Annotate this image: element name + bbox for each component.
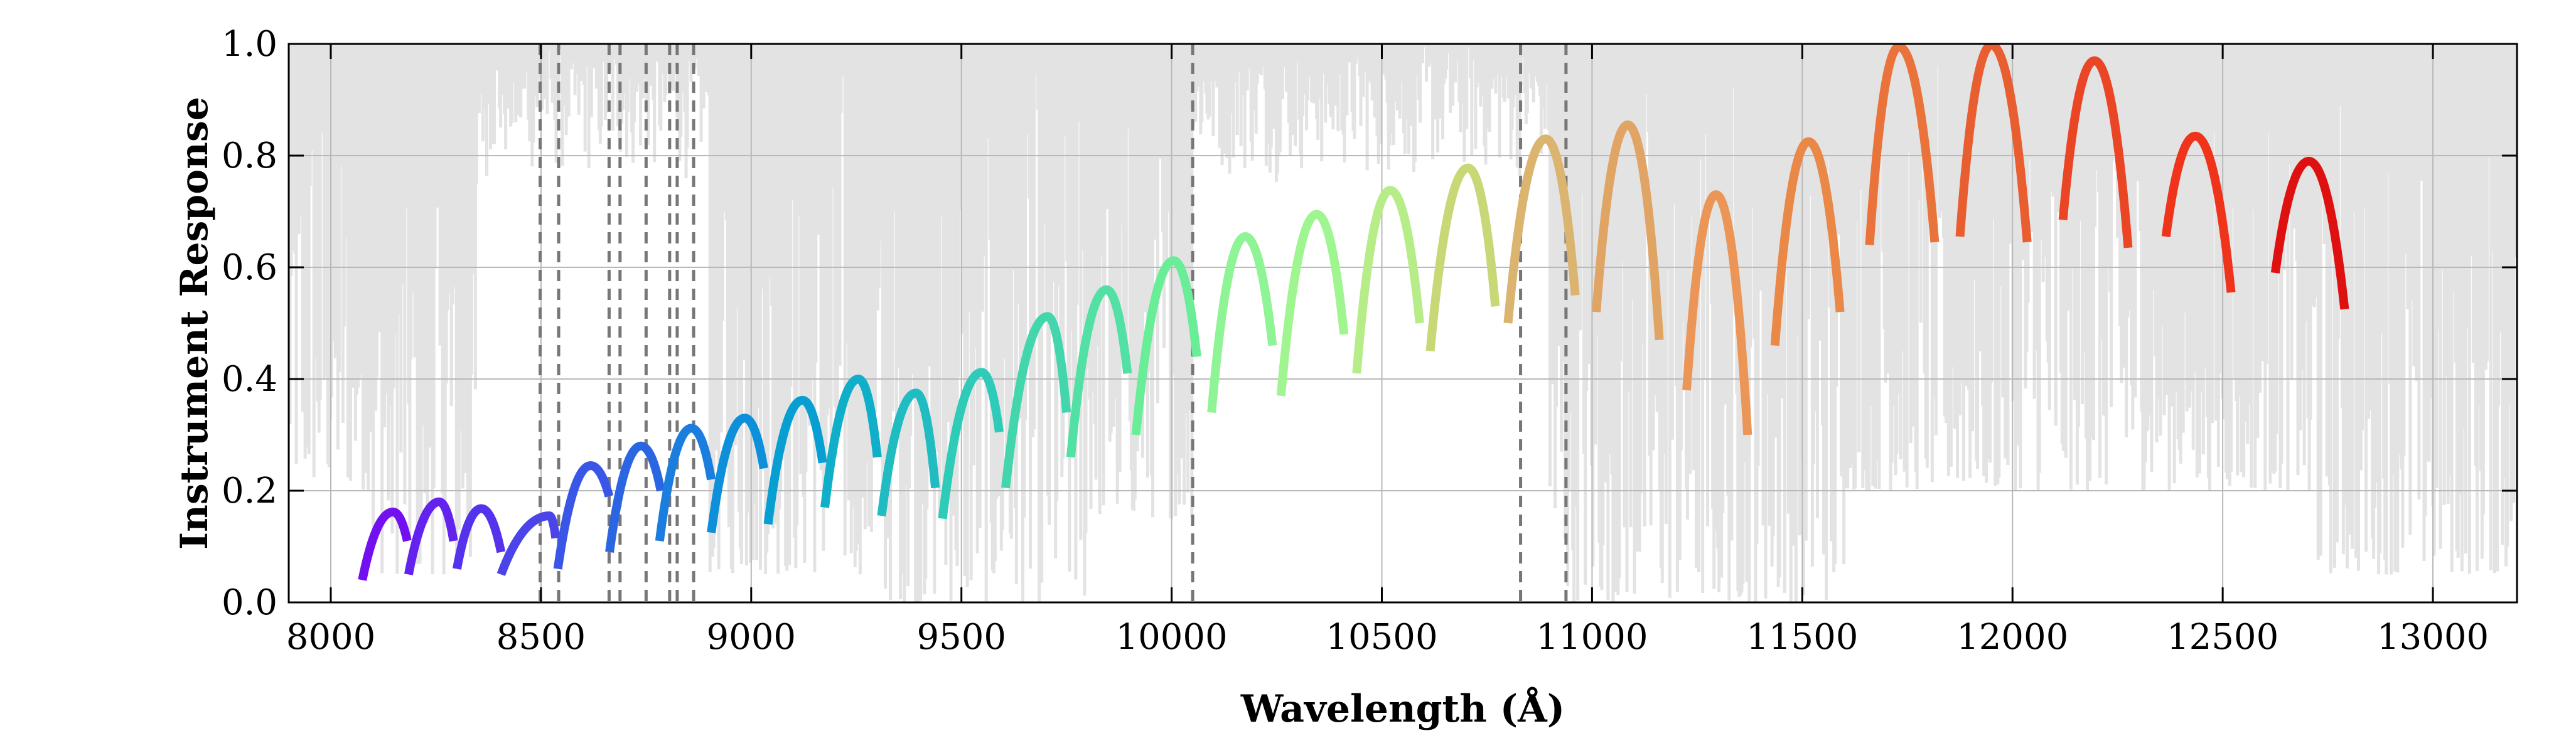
order-curve-10 bbox=[820, 374, 882, 508]
y-tick-label: 0.2 bbox=[222, 471, 277, 511]
y-tick-labels: 0.0 0.2 0.4 0.6 0.8 1.0 bbox=[222, 24, 277, 623]
order-curve-20 bbox=[1503, 134, 1580, 324]
order-curve-24 bbox=[1865, 44, 1940, 245]
order-curve-16 bbox=[1207, 232, 1277, 414]
order-curve-4 bbox=[496, 511, 561, 576]
x-tick-label: 10000 bbox=[1116, 617, 1228, 658]
order-curve-8 bbox=[707, 414, 768, 533]
y-tick-label: 1.0 bbox=[222, 24, 277, 65]
x-tick-label: 8000 bbox=[286, 617, 376, 658]
y-axis-label: Instrument Response bbox=[173, 97, 217, 550]
order-curve-14 bbox=[1066, 285, 1132, 458]
x-tick-label: 12500 bbox=[2167, 617, 2278, 658]
order-curve-15 bbox=[1131, 256, 1201, 435]
telluric-spectrum bbox=[289, 44, 2517, 602]
x-tick-labels: 8000 8500 9000 9500 10000 10500 11000 11500 1200… bbox=[286, 617, 2489, 658]
telluric-transmission bbox=[289, 44, 2517, 602]
x-tick-label: 11500 bbox=[1746, 617, 1858, 658]
order-curve-22 bbox=[1682, 190, 1752, 435]
order-curve-19 bbox=[1425, 163, 1500, 352]
order-curve-3 bbox=[453, 504, 506, 570]
order-curve-9 bbox=[763, 395, 827, 525]
order-curve-7 bbox=[655, 424, 716, 542]
x-tick-label: 8500 bbox=[496, 617, 586, 658]
echelle-orders bbox=[358, 44, 2349, 581]
order-curve-5 bbox=[553, 461, 614, 570]
x-tick-label: 10500 bbox=[1326, 617, 1437, 658]
x-tick-label: 11000 bbox=[1536, 617, 1648, 658]
order-curve-1 bbox=[358, 507, 412, 581]
order-curve-12 bbox=[938, 368, 1004, 520]
x-tick-label: 9500 bbox=[916, 617, 1006, 658]
x-tick-label: 12000 bbox=[1956, 617, 2068, 658]
order-curve-21 bbox=[1592, 120, 1664, 341]
plot-frame bbox=[287, 43, 2518, 604]
x-tick-label: 13000 bbox=[2377, 617, 2489, 658]
order-curve-18 bbox=[1352, 186, 1424, 374]
y-tick-label: 0.0 bbox=[222, 582, 277, 623]
order-curve-28 bbox=[2270, 156, 2349, 310]
order-curve-27 bbox=[2161, 131, 2236, 293]
y-tick-label: 0.8 bbox=[222, 136, 277, 176]
order-curve-25 bbox=[1955, 44, 2032, 243]
order-curve-2 bbox=[404, 497, 458, 575]
order-curve-26 bbox=[2058, 56, 2133, 248]
y-tick-label: 0.6 bbox=[222, 247, 277, 288]
order-curve-17 bbox=[1276, 210, 1349, 397]
order-curve-13 bbox=[1001, 312, 1071, 489]
order-curve-11 bbox=[877, 388, 940, 516]
order-curve-23 bbox=[1770, 137, 1845, 346]
x-axis-label: Wavelength (Å) bbox=[1240, 686, 1565, 731]
x-tick-label: 9000 bbox=[707, 617, 797, 658]
axis-ticks bbox=[289, 43, 2517, 604]
order-curve-6 bbox=[605, 441, 665, 553]
y-tick-label: 0.4 bbox=[222, 359, 277, 400]
